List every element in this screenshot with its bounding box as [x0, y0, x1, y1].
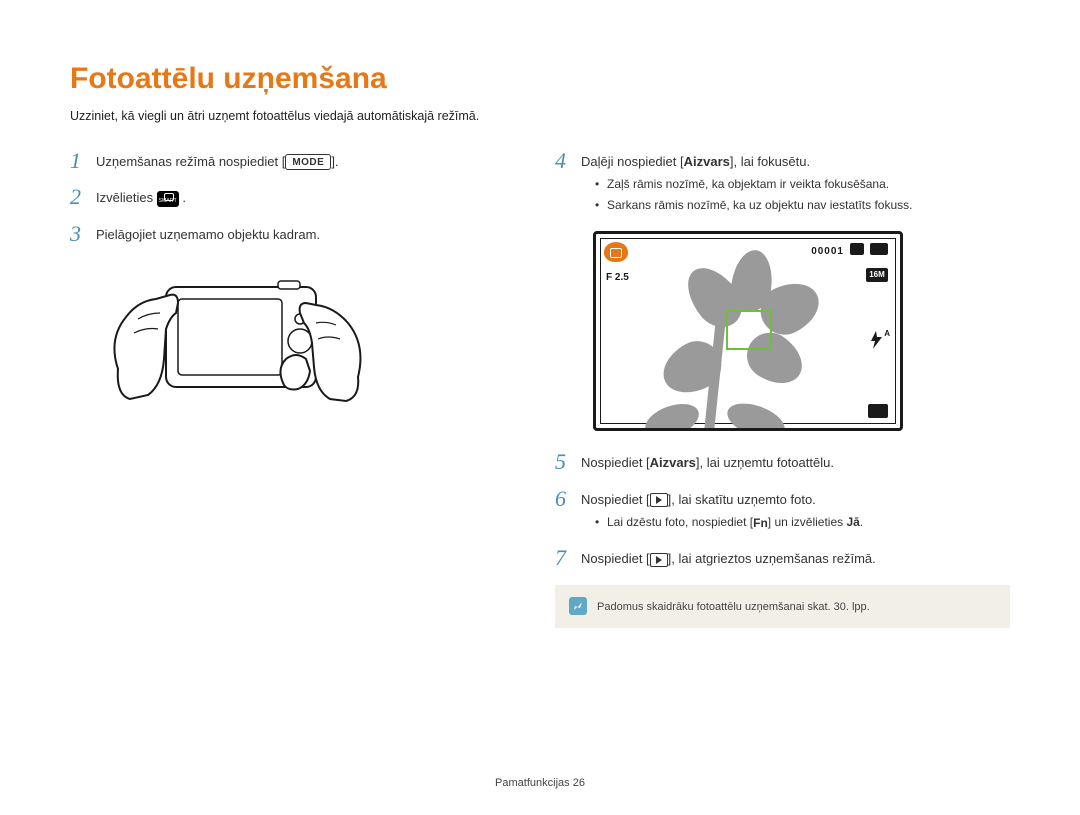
battery-icon	[870, 243, 888, 255]
stabilizer-icon	[868, 404, 888, 418]
footer-page-number: 26	[573, 777, 585, 789]
mode-badge-icon	[604, 242, 628, 262]
bullet: Zaļš rāmis nozīmē, ka objektam ir veikta…	[595, 175, 1010, 193]
step-7-text-a: Nospiediet [	[581, 551, 650, 566]
step-2: 2 Izvēlieties SMART .	[70, 184, 525, 210]
page-subtitle: Uzziniet, kā viegli un ātri uzņemt fotoa…	[70, 107, 1010, 126]
step-5-text-b: ], lai uzņemtu fotoattēlu.	[696, 455, 834, 470]
step-text: Pielāgojiet uzņemamo objektu kadram.	[96, 221, 525, 245]
step-6-ja: Jā	[846, 515, 859, 529]
step-number: 1	[70, 148, 96, 174]
step-number: 3	[70, 221, 96, 247]
step-4-bullets: Zaļš rāmis nozīmē, ka objektam ir veikta…	[581, 175, 1010, 214]
step-6-bullet-a: Lai dzēstu foto, nospiediet [	[607, 515, 753, 529]
right-column: 4 Daļēji nospiediet [Aizvars], lai fokus…	[555, 148, 1010, 628]
tip-text: Padomus skaidrāku fotoattēlu uzņemšanai …	[597, 597, 870, 616]
step-3: 3 Pielāgojiet uzņemamo objektu kadram.	[70, 221, 525, 247]
step-number: 5	[555, 449, 581, 475]
bullet: Sarkans rāmis nozīmē, ka uz objektu nav …	[595, 196, 1010, 214]
step-6-text-b: ], lai skatītu uzņemto foto.	[668, 492, 816, 507]
step-6-bullet-c: .	[860, 515, 863, 529]
focus-frame	[726, 310, 772, 350]
step-text: Daļēji nospiediet [Aizvars], lai fokusēt…	[581, 148, 1010, 218]
hands-camera-illustration	[108, 259, 525, 435]
step-number: 4	[555, 148, 581, 174]
page-title: Fotoattēlu uzņemšana	[70, 56, 1010, 101]
step-2-text-b: .	[179, 190, 186, 205]
step-text: Izvēlieties SMART .	[96, 184, 525, 208]
smart-mode-icon: SMART	[157, 191, 179, 207]
step-4-bold: Aizvars	[684, 154, 730, 169]
mode-key-icon: MODE	[285, 154, 331, 170]
step-6-bullet-b: ] un izvēlieties	[768, 515, 847, 529]
step-7-text-b: ], lai atgrieztos uzņemšanas režīmā.	[668, 551, 876, 566]
hud-aperture: F 2.5	[606, 270, 629, 285]
step-4: 4 Daļēji nospiediet [Aizvars], lai fokus…	[555, 148, 1010, 218]
step-text: Nospiediet [ ], lai skatītu uzņemto foto.…	[581, 486, 1010, 535]
page-footer: Pamatfunkcijas 26	[0, 775, 1080, 792]
step-6: 6 Nospiediet [ ], lai skatītu uzņemto fot…	[555, 486, 1010, 535]
step-5: 5 Nospiediet [Aizvars], lai uzņemtu foto…	[555, 449, 1010, 475]
step-6-bullets: Lai dzēstu foto, nospiediet [Fn] un izvē…	[581, 513, 1010, 532]
step-7: 7 Nospiediet [ ], lai atgrieztos uzņemšan…	[555, 545, 1010, 571]
step-5-text-a: Nospiediet [	[581, 455, 650, 470]
storage-icon	[850, 243, 864, 255]
left-column: 1 Uzņemšanas režīmā nospiediet [MODE]. 2…	[70, 148, 525, 628]
lcd-screen-illustration: 00001 F 2.5 16M A	[593, 231, 1010, 431]
step-5-bold: Aizvars	[650, 455, 696, 470]
playback-key-icon	[650, 553, 668, 567]
hud-counter: 00001	[811, 244, 844, 259]
step-1-text-a: Uzņemšanas režīmā nospiediet [	[96, 154, 285, 169]
step-number: 7	[555, 545, 581, 571]
playback-key-icon	[650, 493, 668, 507]
footer-section: Pamatfunkcijas	[495, 777, 573, 789]
step-text: Nospiediet [ ], lai atgrieztos uzņemšanas…	[581, 545, 1010, 569]
resolution-icon: 16M	[866, 268, 888, 282]
step-4-text-b: ], lai fokusētu.	[730, 154, 810, 169]
step-text: Nospiediet [Aizvars], lai uzņemtu fotoat…	[581, 449, 1010, 473]
step-1-text-b: ].	[331, 154, 338, 169]
step-number: 6	[555, 486, 581, 512]
tip-icon	[569, 597, 587, 615]
flash-auto-icon: A	[868, 330, 888, 350]
step-number: 2	[70, 184, 96, 210]
step-2-text-a: Izvēlieties	[96, 190, 157, 205]
bullet: Lai dzēstu foto, nospiediet [Fn] un izvē…	[595, 513, 1010, 532]
tip-box: Padomus skaidrāku fotoattēlu uzņemšanai …	[555, 585, 1010, 628]
step-4-text-a: Daļēji nospiediet [	[581, 154, 684, 169]
step-1: 1 Uzņemšanas režīmā nospiediet [MODE].	[70, 148, 525, 174]
step-6-text-a: Nospiediet [	[581, 492, 650, 507]
step-text: Uzņemšanas režīmā nospiediet [MODE].	[96, 148, 525, 172]
fn-key-icon: Fn	[753, 514, 768, 532]
